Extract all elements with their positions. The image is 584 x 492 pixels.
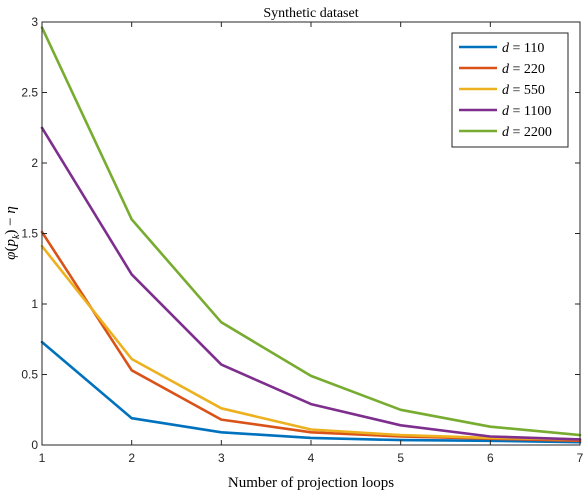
series-line-3 — [40, 244, 582, 441]
y-tick-label: 3 — [31, 15, 38, 29]
x-tick-label: 2 — [128, 451, 135, 465]
y-tick-label: 2 — [31, 156, 38, 170]
x-axis-label: Number of projection loops — [228, 475, 394, 491]
x-tick-label: 5 — [397, 451, 404, 465]
x-tick-label: 3 — [218, 451, 225, 465]
legend-label: d = 220 — [502, 62, 545, 77]
series-line-5 — [40, 26, 582, 437]
y-tick-label: 0 — [31, 438, 38, 452]
x-tick-label: 6 — [487, 451, 494, 465]
legend-label: d = 1100 — [502, 104, 551, 119]
axes: 1 2 3 4 5 6 7 0 0.5 1 1.5 2 2.5 3 — [21, 15, 583, 465]
x-tick-label: 1 — [39, 451, 46, 465]
x-tick-label: 4 — [308, 451, 315, 465]
legend-label: d = 2200 — [502, 125, 552, 140]
x-tick-label: 7 — [577, 451, 584, 465]
y-tick-label: 1 — [31, 297, 38, 311]
legend-label: d = 110 — [502, 41, 544, 56]
legend-label: d = 550 — [502, 83, 545, 98]
series-line-4 — [40, 126, 582, 441]
y-tick-label: 0.5 — [21, 368, 38, 382]
y-tick-label: 2.5 — [21, 86, 38, 100]
chart-title: Synthetic dataset — [263, 6, 358, 21]
legend: d = 110 d = 220 d = 550 d = 1100 d = 2200 — [451, 32, 569, 148]
y-tick-label: 1.5 — [21, 227, 38, 241]
y-axis-label: φ(pk) − η — [3, 206, 22, 260]
